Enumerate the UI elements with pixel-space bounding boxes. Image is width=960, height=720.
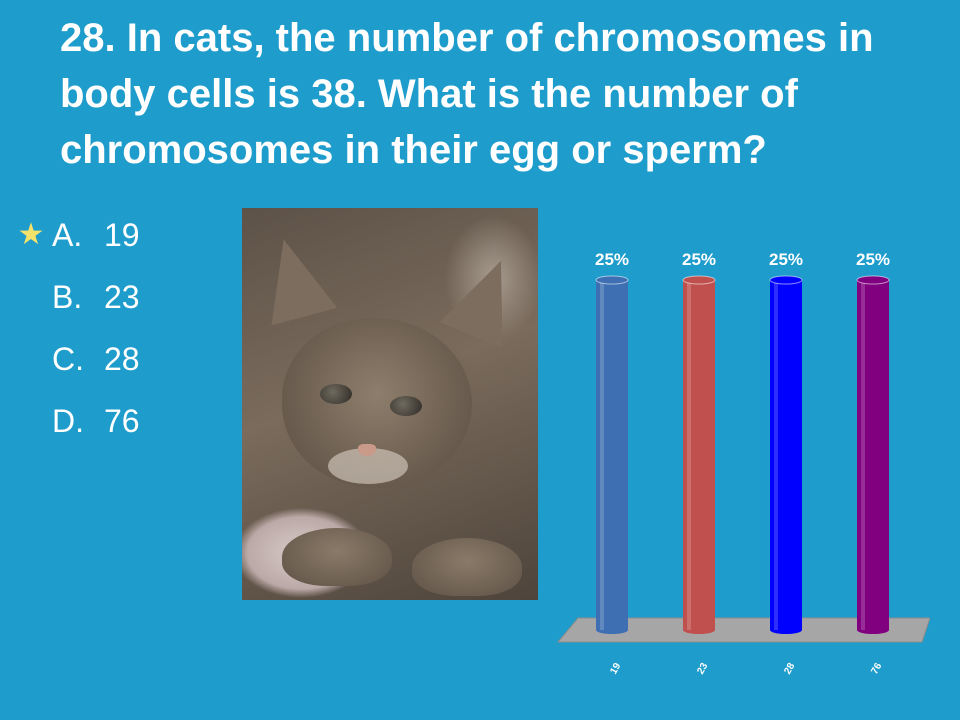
chart-bar-base-76 [857, 626, 889, 634]
chart-bar-76 [857, 280, 889, 630]
chart-bar-shine-76 [861, 280, 865, 630]
chart-bar-base-19 [596, 626, 628, 634]
answer-letter: D. [52, 403, 84, 439]
cat-eye-right [390, 396, 422, 416]
answer-letter: B. [52, 279, 83, 315]
chart-bar-base-23 [683, 626, 715, 634]
chart-bar-shine-23 [687, 280, 691, 630]
chart-value-label: 25% [682, 250, 716, 269]
chart-category-label: 23 [695, 661, 710, 677]
answer-value: 76 [104, 403, 140, 439]
kitten-photo [242, 208, 538, 600]
chart-value-label: 25% [595, 250, 629, 269]
cat-ear-right [439, 248, 533, 348]
answer-letter: C. [52, 341, 84, 377]
chart-category-label: 19 [608, 661, 623, 677]
chart-value-label: 25% [856, 250, 890, 269]
question-text: 28. In cats, the number of chromosomes i… [60, 16, 874, 172]
response-chart-svg: 25% 19 25% 23 25% 28 25% 76 [556, 250, 930, 677]
cat-ear-left [250, 230, 338, 326]
chart-bar-shine-19 [600, 280, 604, 630]
chart-bar-28 [770, 280, 802, 630]
cat-nose [358, 444, 376, 456]
chart-value-label: 25% [769, 250, 803, 269]
answer-value: 28 [104, 341, 140, 377]
chart-floor [556, 617, 930, 643]
cat-paw-left [282, 528, 392, 586]
answer-letter: A. [52, 217, 83, 253]
chart-bar-23 [683, 280, 715, 630]
chart-bar-top-23 [682, 275, 716, 285]
chart-bar-19 [596, 280, 628, 630]
chart-bar-top-19 [595, 275, 629, 285]
chart-bar-top-28 [769, 275, 803, 285]
chart-category-label: 28 [782, 661, 797, 677]
chart-category-label: 76 [869, 661, 884, 677]
correct-star-icon: ★ [17, 218, 45, 251]
answer-value: 19 [104, 217, 140, 253]
chart-bar-base-28 [770, 626, 802, 634]
chart-bar-shine-28 [774, 280, 778, 630]
chart-bar-top-76 [856, 275, 890, 285]
cat-eye-left [320, 384, 352, 404]
answer-value: 23 [104, 279, 140, 315]
response-chart: 25% 19 25% 23 25% 28 25% 76 [550, 230, 930, 710]
cat-paw-right [412, 538, 522, 596]
